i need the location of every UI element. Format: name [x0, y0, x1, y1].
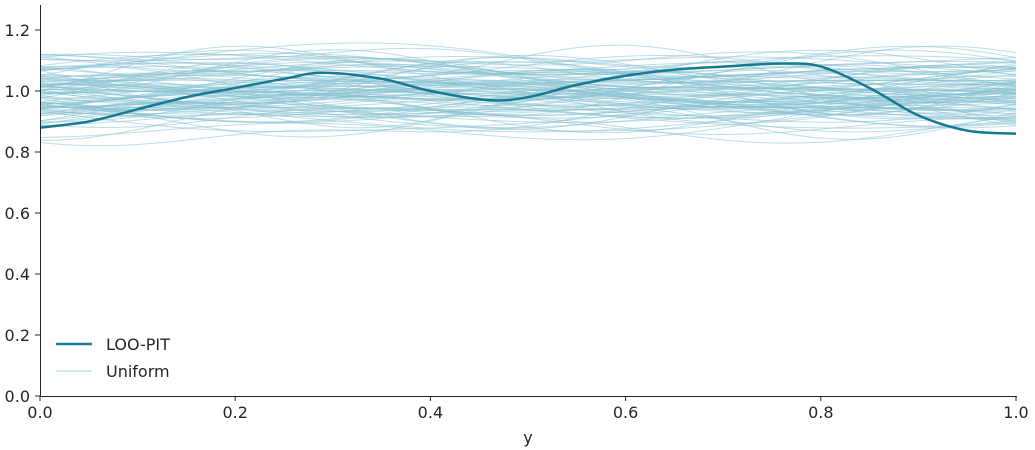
- uniform-sample-line: [39, 97, 1017, 141]
- uniform-sample-line: [39, 45, 1017, 89]
- uniform-sample-line: [39, 83, 1017, 113]
- x-tick-label: 0.2: [222, 403, 247, 422]
- uniform-sample-line: [39, 65, 1017, 86]
- uniform-sample-line: [39, 105, 1017, 118]
- legend: LOO-PIT Uniform: [56, 335, 170, 381]
- uniform-sample-line: [39, 85, 1017, 93]
- uniform-sample-line: [39, 79, 1017, 105]
- legend-label-loo-pit: LOO-PIT: [106, 335, 170, 354]
- uniform-sample-line: [39, 88, 1017, 111]
- uniform-sample-line: [39, 53, 1017, 98]
- uniform-sample-line: [39, 49, 1017, 91]
- loo-pit-line: [39, 62, 1017, 135]
- uniform-sample-line: [39, 44, 1017, 86]
- y-axis: 0.0 0.2 0.4 0.6 0.8 1.0 1.2: [5, 5, 41, 406]
- y-tick-label: 1.2: [5, 21, 30, 40]
- y-tick-label: 0.0: [5, 387, 30, 406]
- uniform-sample-line: [39, 55, 1017, 81]
- y-tick-label: 1.0: [5, 82, 30, 101]
- uniform-sample-line: [39, 106, 1017, 119]
- uniform-sample-line: [39, 60, 1017, 105]
- uniform-sample-line: [39, 72, 1017, 123]
- x-tick-label: 0.8: [808, 403, 833, 422]
- uniform-sample-line: [39, 63, 1017, 109]
- y-tick-label: 0.4: [5, 265, 30, 284]
- x-axis: 0.0 0.2 0.4 0.6 0.8 1.0: [27, 396, 1029, 422]
- x-tick-label: 0.6: [613, 403, 638, 422]
- uniform-sample-line: [39, 94, 1017, 133]
- x-tick-label: 0.4: [418, 403, 443, 422]
- legend-label-uniform: Uniform: [106, 362, 170, 381]
- uniform-sample-lines: [39, 42, 1017, 147]
- uniform-sample-line: [39, 45, 1017, 116]
- y-tick-label: 0.8: [5, 143, 30, 162]
- x-tick-label: 0.0: [27, 403, 52, 422]
- uniform-sample-line: [39, 97, 1017, 141]
- uniform-sample-line: [39, 76, 1017, 132]
- y-tick-label: 0.6: [5, 204, 30, 223]
- y-tick-label: 0.2: [5, 326, 30, 345]
- uniform-sample-line: [39, 61, 1017, 89]
- uniform-sample-line: [39, 80, 1017, 117]
- x-tick-label: 1.0: [1003, 403, 1028, 422]
- uniform-sample-line: [39, 66, 1017, 124]
- x-axis-label: y: [523, 428, 532, 447]
- uniform-sample-line: [39, 55, 1017, 81]
